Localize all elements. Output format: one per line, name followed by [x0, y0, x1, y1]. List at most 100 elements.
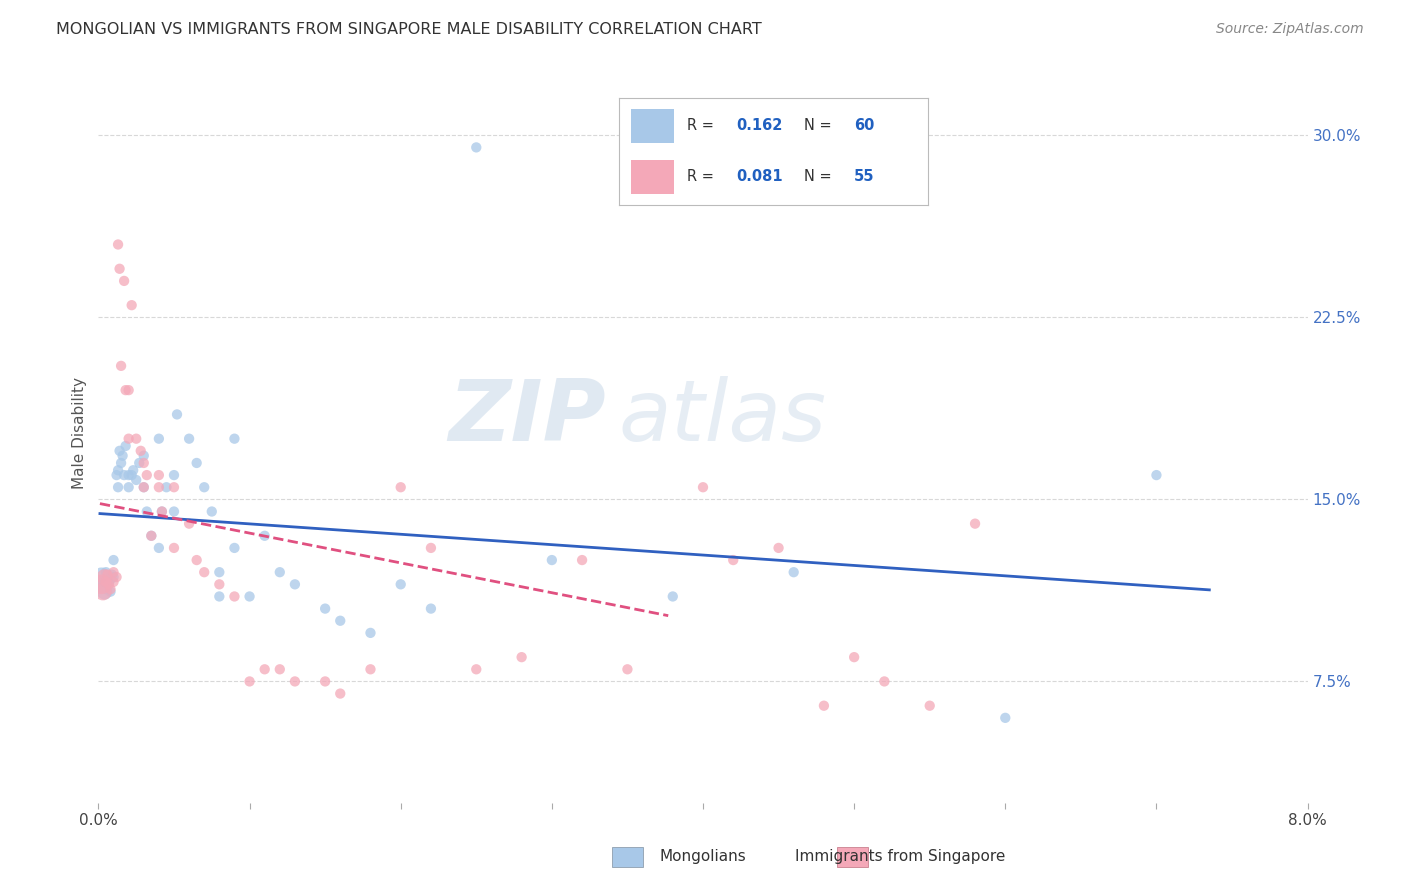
Point	[94, 565, 117, 579]
Point	[224, 432, 246, 446]
Point	[540, 553, 562, 567]
Point	[269, 565, 291, 579]
Point	[125, 473, 148, 487]
Point	[103, 570, 125, 584]
Point	[163, 480, 186, 494]
Text: MONGOLIAN VS IMMIGRANTS FROM SINGAPORE MALE DISABILITY CORRELATION CHART: MONGOLIAN VS IMMIGRANTS FROM SINGAPORE M…	[56, 22, 762, 37]
Point	[112, 468, 135, 483]
Point	[135, 468, 157, 483]
Point	[110, 456, 132, 470]
Point	[135, 504, 157, 518]
Point	[723, 553, 745, 567]
Text: ZIP: ZIP	[449, 376, 606, 459]
Point	[193, 480, 215, 494]
Point	[105, 468, 128, 483]
Point	[389, 480, 412, 494]
Point	[122, 463, 145, 477]
Point	[132, 480, 155, 494]
Point	[148, 541, 170, 555]
Point	[118, 480, 141, 494]
Point	[616, 662, 638, 676]
Point	[186, 456, 208, 470]
Text: 60: 60	[853, 118, 875, 133]
Text: Source: ZipAtlas.com: Source: ZipAtlas.com	[1216, 22, 1364, 37]
Text: 55: 55	[853, 169, 875, 185]
Point	[571, 553, 593, 567]
Point	[163, 541, 186, 555]
Point	[253, 662, 276, 676]
Point	[420, 601, 443, 615]
Point	[224, 541, 246, 555]
Point	[420, 541, 443, 555]
Point	[329, 687, 352, 701]
Point	[166, 408, 188, 422]
Point	[201, 504, 224, 518]
Point	[284, 674, 307, 689]
Point	[965, 516, 987, 531]
Point	[208, 590, 231, 604]
Point	[103, 553, 125, 567]
Point	[141, 529, 163, 543]
Point	[179, 516, 201, 531]
Point	[239, 674, 262, 689]
Point	[129, 443, 152, 458]
Point	[107, 480, 129, 494]
Point	[208, 565, 231, 579]
Point	[208, 577, 231, 591]
Point	[108, 443, 131, 458]
Point	[132, 480, 155, 494]
Point	[125, 432, 148, 446]
Text: N =: N =	[804, 118, 837, 133]
Point	[141, 529, 163, 543]
Point	[128, 456, 150, 470]
Point	[96, 570, 118, 584]
Point	[150, 504, 173, 518]
Text: Mongolians: Mongolians	[659, 849, 747, 863]
Point	[994, 711, 1017, 725]
Point	[103, 565, 125, 579]
Point	[329, 614, 352, 628]
Point	[148, 432, 170, 446]
Point	[768, 541, 790, 555]
Point	[360, 626, 382, 640]
Point	[94, 582, 117, 597]
Point	[93, 570, 115, 584]
Point	[91, 584, 114, 599]
Point	[239, 590, 262, 604]
Text: atlas: atlas	[619, 376, 827, 459]
Point	[224, 590, 246, 604]
Point	[132, 456, 155, 470]
Y-axis label: Male Disability: Male Disability	[72, 376, 87, 489]
Text: R =: R =	[686, 118, 718, 133]
Point	[121, 298, 143, 312]
Point	[148, 480, 170, 494]
Point	[118, 432, 141, 446]
Point	[94, 574, 117, 589]
Point	[100, 573, 122, 587]
Point	[90, 577, 112, 591]
Point	[163, 468, 186, 483]
Point	[186, 553, 208, 567]
FancyBboxPatch shape	[631, 109, 675, 143]
Point	[783, 565, 806, 579]
Point	[121, 468, 143, 483]
Point	[100, 582, 122, 597]
Point	[661, 590, 683, 604]
Point	[692, 480, 714, 494]
Point	[107, 237, 129, 252]
Text: N =: N =	[804, 169, 837, 185]
Point	[284, 577, 307, 591]
Point	[111, 449, 134, 463]
Point	[107, 463, 129, 477]
Point	[148, 468, 170, 483]
Text: 0.162: 0.162	[737, 118, 783, 133]
Point	[813, 698, 835, 713]
Point	[98, 577, 121, 591]
Point	[193, 565, 215, 579]
Point	[118, 383, 141, 397]
Point	[101, 567, 124, 582]
Point	[91, 577, 114, 591]
Point	[118, 468, 141, 483]
Point	[90, 570, 112, 584]
Point	[510, 650, 533, 665]
